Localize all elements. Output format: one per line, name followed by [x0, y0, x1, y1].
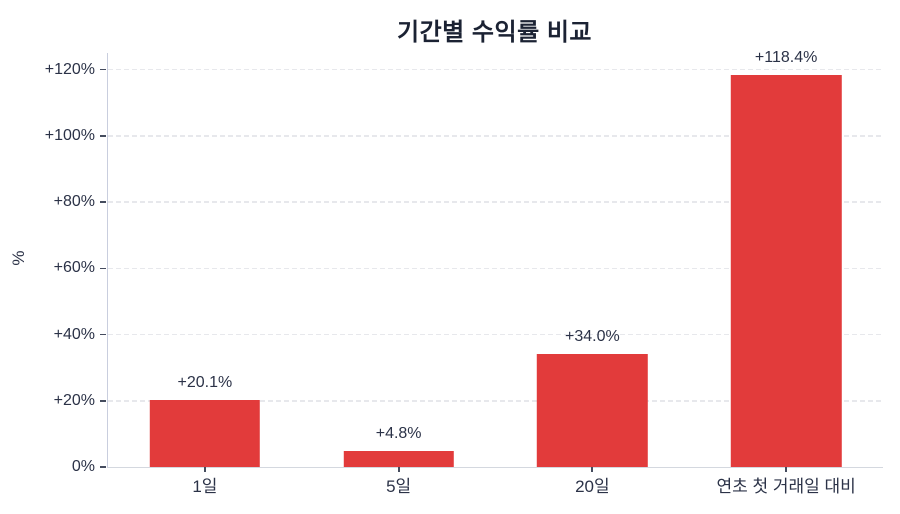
x-tick-mark [203, 467, 206, 472]
y-tick-mark [100, 201, 106, 203]
y-tick-label: +120% [44, 60, 95, 78]
bar [149, 400, 261, 467]
bar-value-label: +118.4% [754, 48, 818, 66]
bar-value-label: +34.0% [565, 328, 620, 346]
y-tick-label: +60% [53, 259, 95, 277]
chart-title: 기간별 수익률 비교 [397, 19, 592, 46]
gridline [108, 267, 883, 270]
y-tick-mark [100, 466, 106, 468]
bar-slot: +118.4% 연초 첫 거래일 대비 [689, 48, 883, 495]
bar [343, 451, 454, 467]
gridline [108, 400, 883, 402]
y-tick-mark [100, 135, 106, 137]
y-tick-label: +80% [53, 193, 95, 211]
y-tick-mark [100, 333, 106, 336]
x-tick-label: 연초 첫 거래일 대비 [716, 477, 856, 496]
gridline [108, 201, 883, 203]
y-tick-mark [100, 400, 106, 402]
bar-slot: +20.1% 1일 [108, 53, 302, 495]
bar-slot: +4.8% 5일 [302, 53, 496, 495]
gridline [108, 68, 883, 71]
x-tick-mark [397, 467, 400, 472]
x-tick-label: 1일 [192, 477, 218, 496]
x-tick-mark [785, 467, 788, 472]
y-tick-label: +100% [44, 126, 95, 144]
bar-slot: +34.0% 20일 [496, 53, 690, 495]
x-tick-label: 20일 [575, 477, 610, 496]
x-tick-mark [591, 467, 594, 472]
y-tick-label: +20% [53, 391, 95, 409]
y-tick-mark [100, 267, 106, 270]
y-tick-label: +40% [53, 325, 95, 343]
gridline [108, 135, 883, 137]
bar [730, 74, 842, 467]
plot-area: 0% +20% +40% +60% +80% +100% +120% +20.1% 1일 +4.8… [45, 48, 883, 495]
bar-value-label: +20.1% [177, 374, 233, 392]
x-tick-label: 5일 [386, 477, 412, 496]
y-tick-mark [100, 68, 106, 71]
bar [537, 354, 648, 467]
gridline [108, 333, 883, 336]
y-tick-label: 0% [71, 458, 95, 475]
bar-value-label: +4.8% [375, 425, 422, 443]
y-axis-label: % [9, 250, 28, 266]
